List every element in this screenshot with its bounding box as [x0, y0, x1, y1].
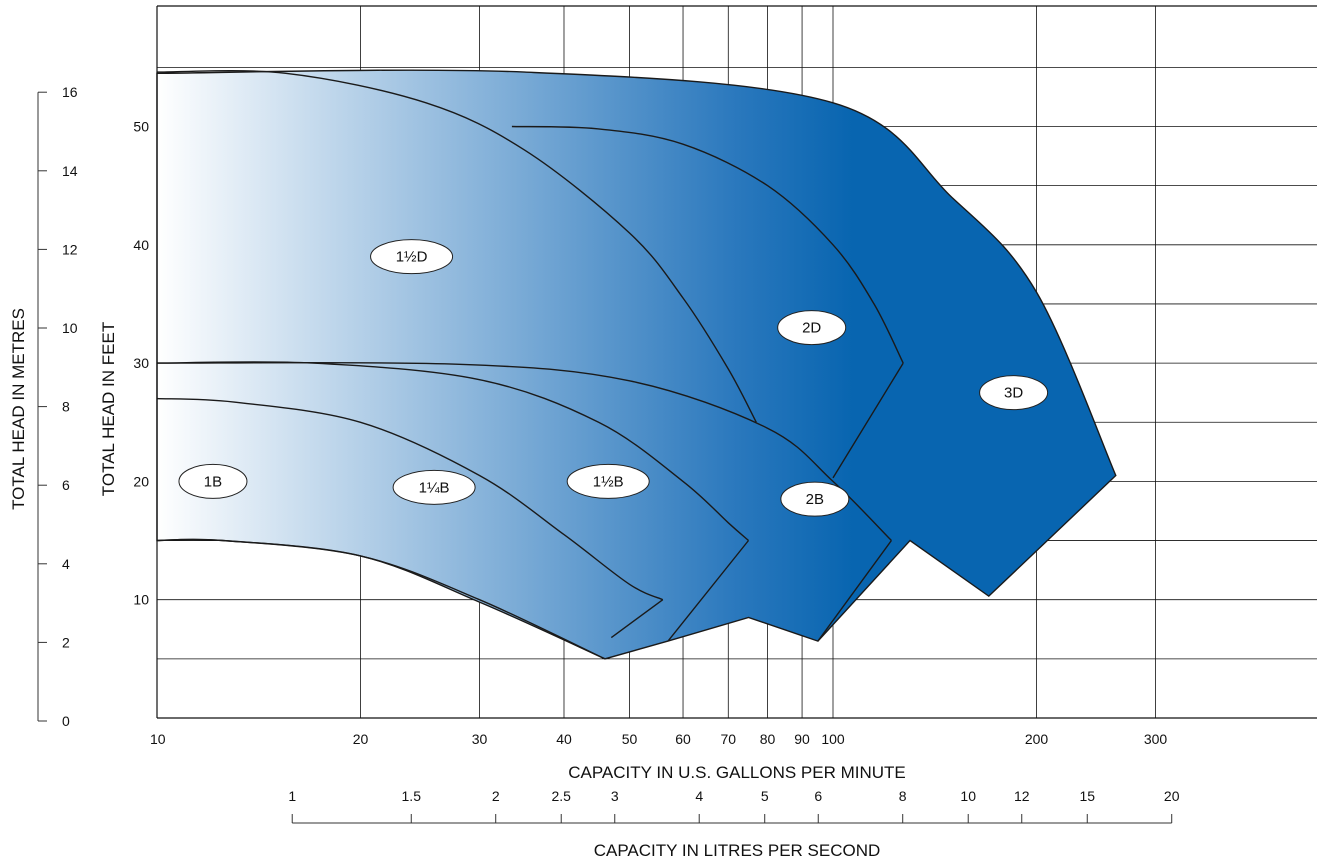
zone-label-text: 1B — [204, 473, 222, 490]
boundary-curve — [832, 362, 904, 479]
zone-label-text: 1½D — [396, 249, 428, 266]
x-tick-label: 100 — [821, 731, 845, 747]
litres-tick-label: 20 — [1164, 788, 1180, 804]
litres-tick-label: 1.5 — [402, 788, 422, 804]
plot-frame — [156, 5, 1317, 719]
coverage-region — [156, 69, 1117, 660]
zone-label-ellipse — [979, 375, 1049, 411]
metres-tick-label: 0 — [62, 713, 70, 729]
metres-tick-label: 4 — [62, 556, 70, 572]
x-tick-label: 70 — [720, 731, 736, 747]
boundary-curve — [610, 599, 664, 639]
zone-label-1¼B: 1¼B — [392, 469, 476, 505]
zone-label-2D: 2D — [777, 310, 847, 346]
litres-axis-title: CAPACITY IN LITRES PER SECOND — [594, 841, 881, 860]
litres-tick-label: 15 — [1079, 788, 1095, 804]
zone-label-ellipse — [780, 481, 850, 517]
zone-label-text: 2D — [802, 320, 821, 337]
coverage-area — [156, 69, 1117, 660]
y-axis-title: TOTAL HEAD IN FEET — [99, 322, 118, 496]
zone-label-1B: 1B — [178, 463, 248, 499]
x-tick-label: 30 — [472, 731, 488, 747]
boundary-curve — [667, 540, 750, 642]
metres-tick-label: 6 — [62, 477, 70, 493]
zone-label-text: 3D — [1004, 385, 1023, 402]
boundary-curve — [156, 69, 757, 423]
zone-label-3D: 3D — [979, 375, 1049, 411]
metres-axis-title: TOTAL HEAD IN METRES — [9, 308, 28, 510]
zone-label-ellipse — [777, 310, 847, 346]
y-tick-label: 10 — [133, 592, 149, 608]
zone-label-1½D: 1½D — [370, 239, 454, 275]
zone-label-1½B: 1½B — [566, 463, 650, 499]
x-tick-label: 200 — [1025, 731, 1049, 747]
boundary-curve — [156, 361, 892, 541]
x-tick-label: 300 — [1144, 731, 1168, 747]
metres-tick-label: 14 — [62, 163, 78, 179]
axes: 10 20 30 40 50 10 20 30 40 50 60 70 80 90 100 200 300 0 2 4… — [37, 84, 1180, 824]
y-tick-label: 50 — [133, 119, 149, 135]
x-tick-label: 50 — [622, 731, 638, 747]
metres-tick-label: 8 — [62, 399, 70, 415]
litres-tick-label: 10 — [960, 788, 976, 804]
x-tick-label: 90 — [794, 731, 810, 747]
zone-label-ellipse — [392, 469, 476, 505]
zone-label-2B: 2B — [780, 481, 850, 517]
litres-tick-label: 8 — [899, 788, 907, 804]
litres-tick-label: 2 — [492, 788, 500, 804]
y-tick-label: 30 — [133, 355, 149, 371]
x-tick-label: 40 — [556, 731, 572, 747]
zone-label-text: 2B — [806, 491, 824, 508]
litres-tick-label: 4 — [695, 788, 703, 804]
boundary-curve — [817, 540, 892, 642]
metres-tick-label: 12 — [62, 241, 78, 257]
boundary-curves — [156, 69, 904, 660]
x-tick-label: 20 — [353, 731, 369, 747]
litres-tick-label: 1 — [288, 788, 296, 804]
metres-tick-label: 2 — [62, 634, 70, 650]
boundary-curve — [156, 538, 606, 660]
x-axis-title: CAPACITY IN U.S. GALLONS PER MINUTE — [568, 763, 906, 782]
zone-label-ellipse — [566, 463, 650, 499]
zone-label-text: 1¼B — [419, 479, 450, 496]
zone-label-ellipse — [370, 239, 454, 275]
x-tick-label: 60 — [675, 731, 691, 747]
litres-tick-label: 12 — [1014, 788, 1030, 804]
litres-tick-label: 6 — [814, 788, 822, 804]
zone-label-text: 1½B — [593, 473, 624, 490]
zone-label-ellipse — [178, 463, 248, 499]
y-tick-label: 20 — [133, 473, 149, 489]
x-tick-label: 80 — [760, 731, 776, 747]
metres-tick-label: 10 — [62, 320, 78, 336]
y-tick-label: 40 — [133, 237, 149, 253]
litres-tick-label: 3 — [611, 788, 619, 804]
boundary-curve — [156, 397, 664, 601]
litres-tick-label: 2.5 — [551, 788, 571, 804]
zone-labels: 1B 1¼B 1½B 2B 1½D 2D 3D — [178, 239, 1049, 517]
x-tick-label: 10 — [150, 731, 166, 747]
metres-tick-label: 16 — [62, 84, 78, 100]
boundary-curve — [511, 125, 904, 364]
litres-tick-label: 5 — [761, 788, 769, 804]
